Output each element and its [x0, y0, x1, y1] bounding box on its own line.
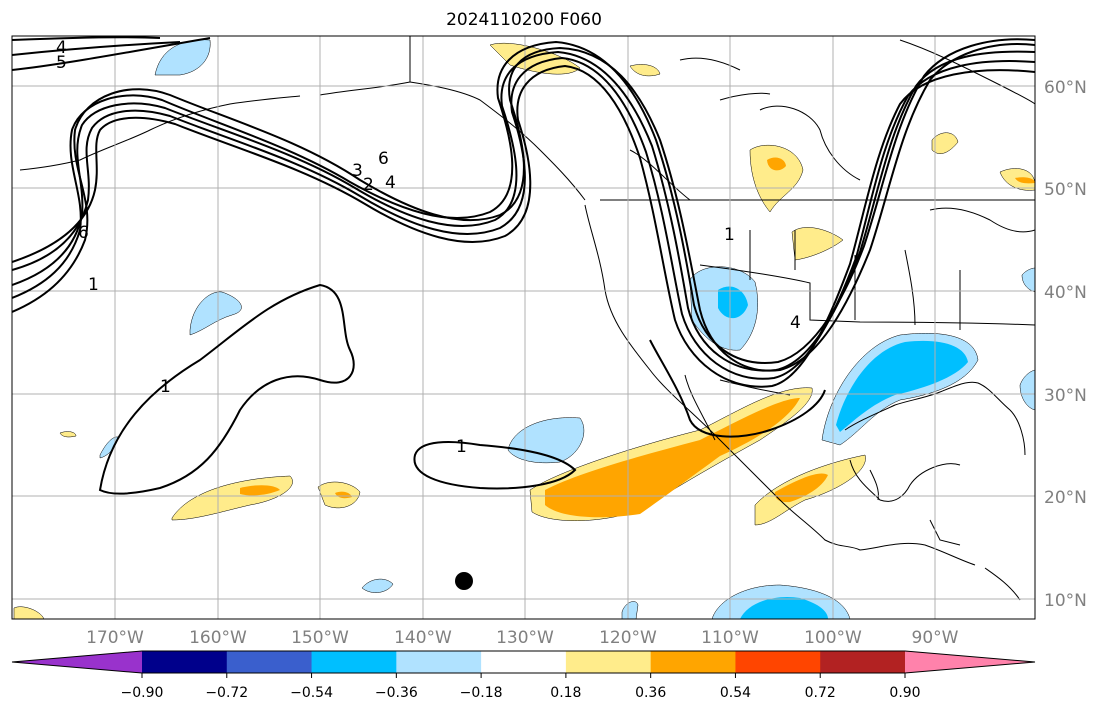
- lat-label: 20°N: [1044, 488, 1087, 508]
- lon-label: 90°W: [912, 628, 959, 648]
- contour-label: 3: [352, 161, 363, 181]
- contour-label: 6: [378, 149, 389, 169]
- contour-lines: [12, 36, 1035, 495]
- positive-region-mexico-core: [545, 398, 800, 518]
- contour-label: 4: [56, 38, 67, 58]
- lat-label: 50°N: [1044, 180, 1087, 200]
- contour-label: 4: [385, 173, 396, 193]
- contour-label: 4: [790, 313, 801, 333]
- lon-label: 140°W: [394, 628, 452, 648]
- lon-label: 120°W: [599, 628, 657, 648]
- colorbar-box: [142, 651, 228, 673]
- colorbar-tick-label: 0.72: [805, 685, 836, 701]
- colorbar-tick-label: −0.54: [290, 685, 333, 701]
- colorbar-tick-label: −0.36: [375, 685, 418, 701]
- colorbar-tick-label: 0.90: [889, 685, 920, 701]
- colorbar-extend-low: [12, 651, 142, 673]
- map-title: 2024110200 F060: [446, 10, 602, 30]
- colorbar-tick-label: −0.72: [205, 685, 248, 701]
- colorbar-box: [481, 651, 567, 673]
- positive-region-central-america-core: [774, 473, 828, 503]
- positive-region-canada: [749, 144, 804, 213]
- contour-label: 6: [78, 223, 89, 243]
- lat-label: 40°N: [1044, 283, 1087, 303]
- colorbar-tick-label: 0.18: [550, 685, 581, 701]
- colorbar: −0.90 −0.72 −0.54 −0.36 −0.18 0.18 0.36 0.54 0.7…: [11, 650, 1036, 701]
- lon-label: 160°W: [189, 628, 247, 648]
- contour-label: 1: [88, 275, 99, 295]
- colorbar-tick-label: 0.36: [635, 685, 666, 701]
- colorbar-tick-label: 0.54: [720, 685, 751, 701]
- map-panel: 4 5 6 1 3 2 4 6 1 1 1 4: [12, 36, 1035, 619]
- contour-label-group: 4 5 6 1 3 2 4 6 1 1 1 4: [56, 38, 801, 457]
- colorbar-box: [226, 651, 313, 673]
- lon-label: 100°W: [804, 628, 862, 648]
- lon-label: 170°W: [86, 628, 144, 648]
- contour-label: 1: [456, 437, 467, 457]
- latitude-labels: 60°N 50°N 40°N 30°N 20°N 10°N: [1044, 78, 1087, 611]
- contour-label: 1: [160, 377, 171, 397]
- contour-label: 2: [363, 175, 374, 195]
- colorbar-box: [565, 651, 652, 673]
- contour-label: 5: [56, 53, 67, 73]
- negative-region-bering: [154, 39, 211, 76]
- contour-label: 1: [724, 225, 735, 245]
- map-frame: [11, 35, 1036, 620]
- gridlines: [12, 36, 1035, 619]
- shaded-regions: [13, 39, 1035, 619]
- colorbar-box: [396, 651, 482, 673]
- colorbar-box: [735, 651, 821, 673]
- lat-label: 30°N: [1044, 386, 1087, 406]
- colorbar-box: [820, 651, 906, 673]
- colorbar-tick-label: −0.90: [121, 685, 164, 701]
- positive-region-rockies: [791, 227, 844, 261]
- lon-label: 150°W: [291, 628, 349, 648]
- lon-label: 130°W: [496, 628, 554, 648]
- colorbar-tick-label: −0.18: [460, 685, 503, 701]
- lat-label: 60°N: [1044, 78, 1087, 98]
- lat-label: 10°N: [1044, 591, 1087, 611]
- colorbar-box: [311, 651, 397, 673]
- lon-label: 110°W: [701, 628, 759, 648]
- colorbar-extend-high: [905, 651, 1035, 673]
- colorbar-box: [650, 651, 736, 673]
- longitude-labels: 170°W 160°W 150°W 140°W 130°W 120°W 110°…: [86, 628, 959, 648]
- marker-dot: [455, 572, 473, 590]
